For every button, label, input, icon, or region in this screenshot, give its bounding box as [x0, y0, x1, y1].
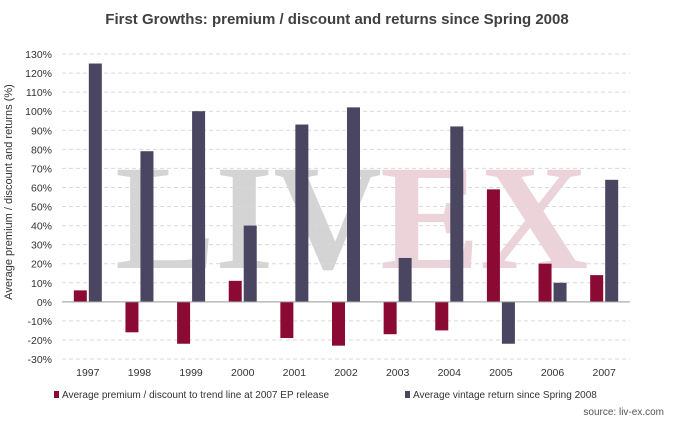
y-tick-label: 100%: [25, 106, 52, 118]
y-axis-ticks: -30% -20% -10% 0% 10% 20% 30% 40% 50% 60% 70% 80% 90…: [25, 49, 52, 366]
y-tick-label: 70%: [31, 163, 52, 175]
y-tick-label: -10%: [27, 316, 52, 328]
bar-return-1998: [140, 151, 154, 302]
x-axis-ticks: 1997 1998 1999 2000 2001 2002 2003 2004 2005 2006…: [76, 367, 616, 379]
y-tick-label: 130%: [25, 49, 52, 61]
source-note: source: liv-ex.com: [583, 407, 664, 418]
legend-swatch-premium: [54, 391, 59, 398]
bar-return-2004: [450, 126, 464, 302]
x-tick-label: 2001: [283, 367, 307, 379]
bar-return-2007: [605, 179, 619, 302]
x-tick-label: 2005: [489, 367, 513, 379]
bar-premium-2006: [538, 263, 552, 302]
legend-label-return: Average vintage return since Spring 2008: [413, 390, 597, 401]
y-tick-label: 20%: [31, 259, 52, 271]
x-tick-label: 2007: [593, 367, 617, 379]
gridlines: [62, 53, 630, 360]
bar-premium-2002: [332, 301, 345, 346]
y-tick-label: 40%: [31, 221, 52, 233]
y-tick-label: 30%: [31, 240, 52, 252]
bar-premium-2005: [486, 189, 500, 302]
legend-label-premium: Average premium / discount to trend line…: [62, 390, 329, 401]
y-tick-label: 80%: [31, 144, 52, 156]
bar-return-2002: [347, 107, 360, 302]
y-tick-label: -20%: [27, 335, 52, 347]
y-tick-label: 90%: [31, 125, 52, 137]
bar-return-2000: [243, 225, 257, 302]
bar-premium-1999: [177, 301, 191, 344]
x-tick-label: 2003: [386, 367, 410, 379]
y-tick-label: -30%: [27, 354, 52, 366]
livex-watermark-logo: LIV EX: [115, 135, 588, 301]
watermark-ex: EX: [380, 135, 588, 301]
x-tick-label: 2004: [438, 367, 462, 379]
legend-swatch-return: [405, 391, 410, 398]
x-tick-label: 2000: [231, 367, 255, 379]
bar-return-2001: [295, 124, 309, 302]
y-tick-label: 60%: [31, 182, 52, 194]
bar-premium-2004: [435, 301, 449, 331]
legend: Average premium / discount to trend line…: [54, 390, 597, 401]
chart-title: First Growths: premium / discount and re…: [105, 11, 568, 28]
y-tick-label: 110%: [26, 87, 52, 99]
y-tick-label: 120%: [25, 68, 52, 80]
bar-return-2003: [398, 257, 412, 302]
y-tick-label: 0%: [37, 297, 52, 309]
bar-return-1997: [88, 63, 102, 302]
y-axis-title: Average premium / discount and returns (…: [3, 84, 15, 300]
bar-premium-2007: [590, 275, 604, 302]
bar-return-2005: [501, 301, 515, 344]
bar-premium-2000: [228, 280, 242, 302]
bar-premium-1997: [73, 290, 87, 302]
x-tick-label: 1999: [179, 367, 203, 379]
bars: [73, 63, 619, 346]
y-tick-label: 10%: [31, 278, 52, 290]
y-tick-label: 50%: [31, 202, 52, 214]
x-tick-label: 1998: [128, 367, 152, 379]
bar-return-2006: [553, 282, 567, 302]
bar-premium-2003: [383, 301, 397, 335]
bar-return-1999: [192, 111, 206, 302]
bar-premium-1998: [125, 301, 139, 333]
x-tick-label: 1997: [76, 367, 100, 379]
bar-premium-2001: [280, 301, 294, 339]
x-tick-label: 2002: [334, 367, 358, 379]
x-tick-label: 2006: [541, 367, 565, 379]
